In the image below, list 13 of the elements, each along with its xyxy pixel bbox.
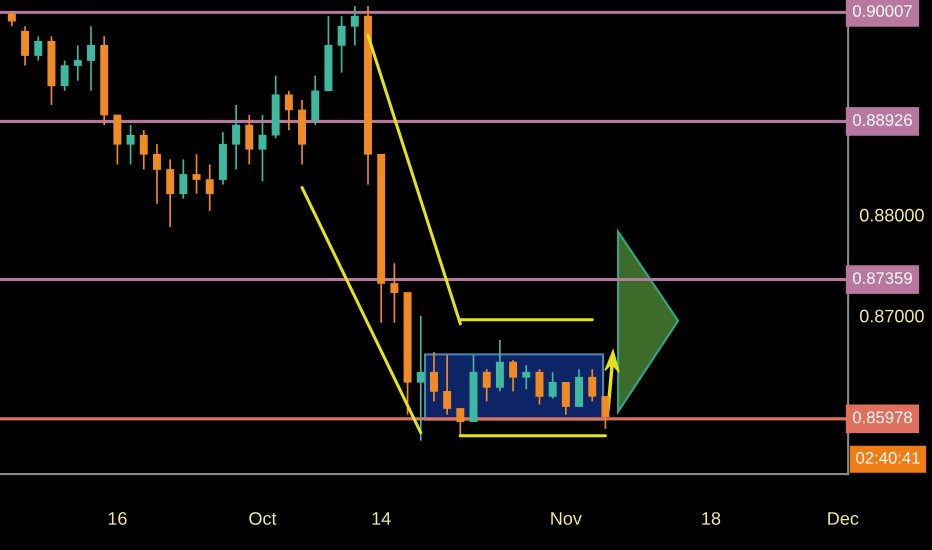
text: 02:40:41 [856,452,920,464]
x-tick-label: Oct [249,512,276,525]
x-tick-label: 18 [702,512,720,525]
x-tick-label: Dec [828,512,858,525]
ref-line-label: 0.88926 [853,114,912,126]
x-tick-label: 14 [372,512,391,525]
ref-line-label: 0.90007 [853,5,912,17]
ref-line-label: 0.85978 [853,411,912,424]
y-tick-label: 0.87000 [860,310,924,322]
x-tick-label: Nov [551,512,582,525]
y-tick-label: 0.88000 [860,208,924,222]
x-tick-label: 16 [108,512,127,525]
ref-line-label: 0.87359 [853,272,912,284]
